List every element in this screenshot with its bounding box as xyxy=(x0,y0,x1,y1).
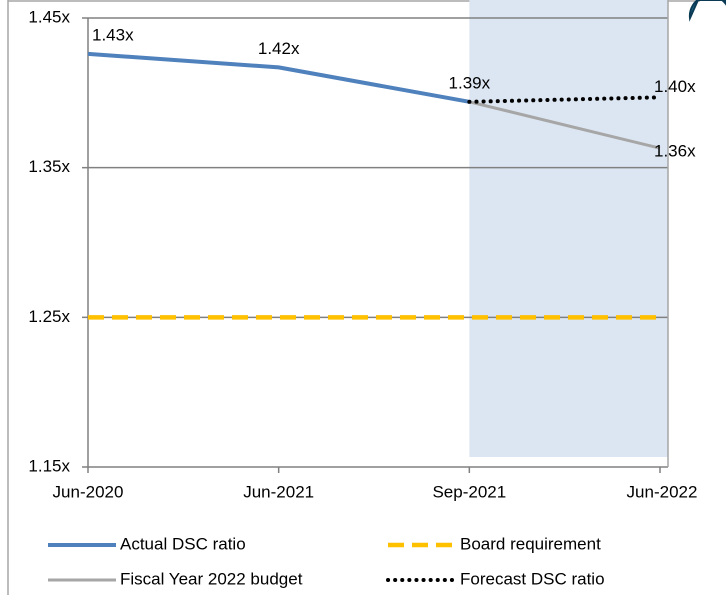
legend-label: Fiscal Year 2022 budget xyxy=(120,569,303,588)
y-tick-label: 1.15x xyxy=(28,456,70,475)
y-tick-label: 1.25x xyxy=(28,307,70,326)
y-tick-label: 1.35x xyxy=(28,157,70,176)
data-label: 1.42x xyxy=(258,39,300,58)
forecast-shade xyxy=(469,0,668,457)
data-label: 1.40x xyxy=(654,77,696,96)
x-tick-label: Jun-2021 xyxy=(243,482,314,501)
series-line xyxy=(87,51,470,104)
data-label: 1.36x xyxy=(654,142,696,161)
legend-label: Actual DSC ratio xyxy=(120,534,246,553)
data-label: 1.39x xyxy=(449,73,491,92)
data-label: 1.43x xyxy=(92,25,134,44)
legend-label: Forecast DSC ratio xyxy=(460,569,605,588)
x-tick-label: Jun-2022 xyxy=(627,482,698,501)
series-line xyxy=(468,100,661,150)
x-tick-label: Jun-2020 xyxy=(53,482,124,501)
y-tick-label: 1.45x xyxy=(28,7,70,26)
x-tick-label: Sep-2021 xyxy=(432,482,506,501)
legend-label: Board requirement xyxy=(460,534,601,553)
corner-badge xyxy=(688,0,726,22)
